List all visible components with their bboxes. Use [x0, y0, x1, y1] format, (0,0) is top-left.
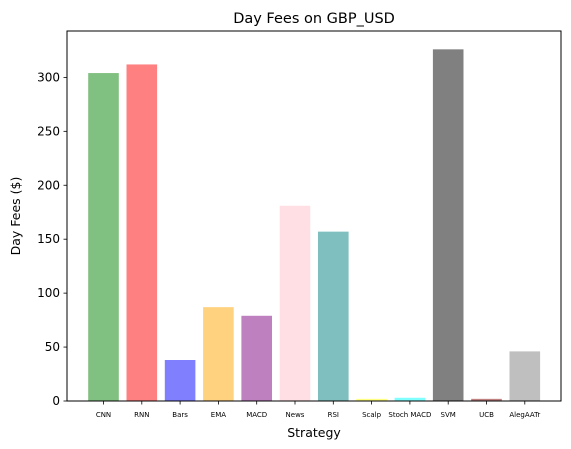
x-tick-label: MACD [246, 411, 267, 419]
bar-cnn [88, 73, 119, 401]
bar-ema [203, 307, 234, 401]
x-axis-label: Strategy [287, 425, 341, 440]
y-tick-label: 50 [45, 340, 60, 354]
x-tick-label: RNN [134, 411, 149, 419]
plot-frame [66, 30, 562, 402]
x-tick-label: EMA [211, 411, 226, 419]
x-tick-label: Stoch MACD [388, 411, 431, 419]
x-tick-label: CNN [96, 411, 111, 419]
bar-bars [164, 360, 196, 401]
bar-ucb [471, 398, 502, 401]
x-tick-label: RSI [328, 411, 339, 419]
x-tick-label: Bars [172, 411, 188, 419]
bar-rsi [318, 231, 349, 401]
bar-stoch-macd [394, 397, 426, 401]
bar-news [279, 205, 311, 401]
x-axis-ticks: CNN RNN Bars EMA MACD News RSI Scalp Stoch MACD S… [96, 401, 540, 419]
y-tick-label: 150 [37, 232, 60, 246]
y-tick-label: 250 [37, 124, 60, 138]
y-axis-ticks: 0 50 100 150 200 250 300 [37, 70, 67, 408]
y-tick-label: 200 [37, 178, 60, 192]
bar-scalp [356, 398, 387, 401]
y-tick-label: 0 [52, 394, 60, 408]
bar-macd [241, 315, 272, 401]
bar-alegaatr [509, 351, 541, 401]
x-tick-label: UCB [479, 411, 494, 419]
x-tick-label: News [286, 411, 305, 419]
bar-svm [432, 49, 464, 401]
y-tick-label: 300 [37, 70, 60, 84]
x-tick-label: AlegAATr [509, 411, 540, 419]
chart-title: Day Fees on GBP_USD [233, 11, 395, 27]
x-tick-label: SVM [441, 411, 456, 419]
bars-layer [88, 49, 541, 401]
bar-rnn [126, 64, 158, 401]
x-tick-label: Scalp [362, 411, 382, 419]
y-tick-label: 100 [37, 286, 60, 300]
y-axis-label: Day Fees ($) [8, 177, 23, 256]
